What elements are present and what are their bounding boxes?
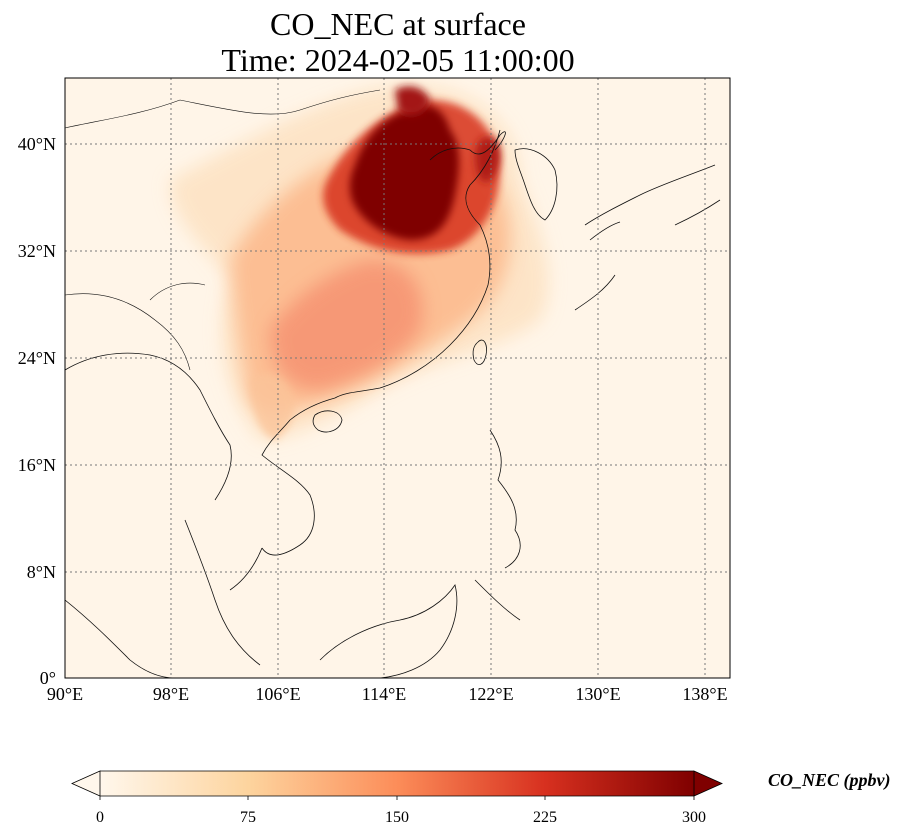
lat-tick-label: 40°N	[18, 134, 56, 154]
lon-tick-label: 90°E	[47, 684, 83, 704]
concentration-field	[170, 84, 549, 441]
lat-tick-label: 24°N	[18, 348, 56, 368]
map-title-line1: CO_NEC at surface	[270, 6, 526, 42]
colorbar-tick-label: 225	[533, 809, 557, 826]
lon-tick-label: 130°E	[575, 684, 620, 704]
lat-tick-label: 32°N	[18, 241, 56, 261]
gridlines	[65, 78, 730, 678]
coastlines	[65, 89, 721, 678]
colorbar-tick-label: 0	[96, 809, 104, 826]
lat-tick-label: 16°N	[18, 455, 56, 475]
colorbar-extend-min	[71, 770, 101, 797]
lat-tick-labels: 0° 8°N 16°N 24°N 32°N 40°N	[18, 134, 56, 688]
lat-tick-label: 8°N	[27, 562, 56, 582]
lon-tick-label: 138°E	[682, 684, 727, 704]
colorbar-tick-label: 300	[682, 809, 706, 826]
lon-tick-label: 106°E	[255, 684, 300, 704]
lon-tick-label: 114°E	[362, 684, 407, 704]
colorbar-tick-label: 75	[240, 809, 256, 826]
map-title-line2: Time: 2024-02-05 11:00:00	[221, 42, 575, 78]
lon-tick-labels: 90°E 98°E 106°E 114°E 122°E 130°E 138°E	[47, 684, 728, 704]
colorbar-title: CO_NEC (ppbv)	[768, 770, 891, 790]
lon-tick-label: 98°E	[153, 684, 189, 704]
colorbar-tick-label: 150	[385, 809, 409, 826]
colorbar-gradient	[100, 771, 694, 796]
colorbar: 0 75 150 225 300	[71, 770, 723, 826]
colorbar-extend-max	[693, 770, 723, 797]
map-frame	[64, 77, 731, 679]
lon-tick-label: 122°E	[468, 684, 513, 704]
lat-tick-label: 0°	[40, 668, 56, 688]
